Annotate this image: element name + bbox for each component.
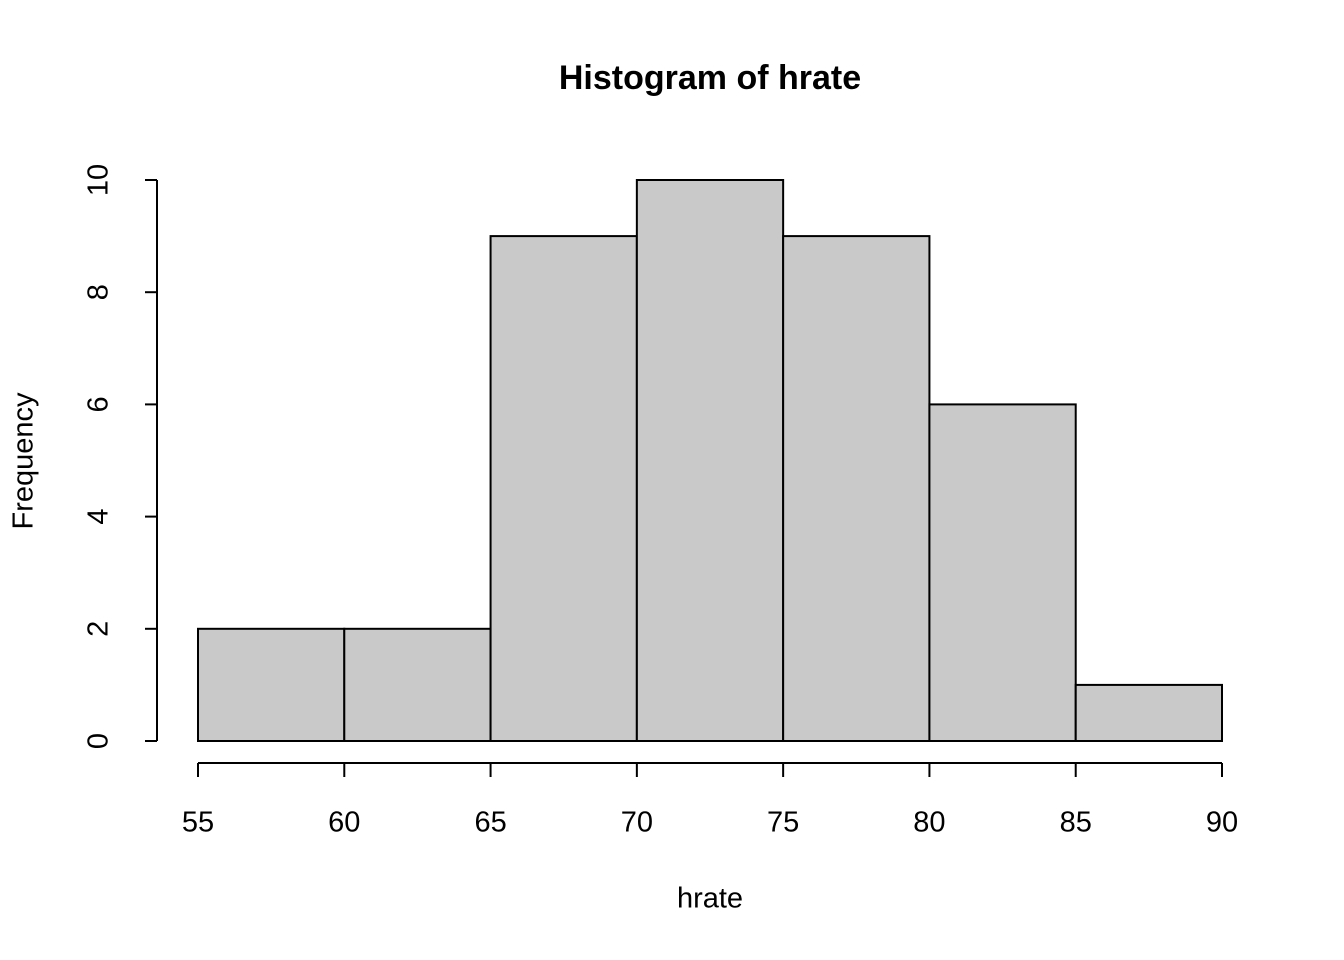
- x-tick-label: 90: [1206, 807, 1238, 839]
- x-tick-label: 70: [621, 807, 653, 839]
- bar: [782, 235, 931, 742]
- x-tick-label: 60: [328, 807, 360, 839]
- bar: [1074, 683, 1223, 743]
- bar: [635, 179, 785, 742]
- y-axis-label: Frequency: [8, 392, 40, 530]
- bar: [489, 235, 638, 742]
- y-tick-label: 6: [83, 396, 115, 412]
- x-axis-label: hrate: [677, 883, 743, 915]
- chart-title: Histogram of hrate: [559, 59, 861, 97]
- bar: [343, 627, 492, 742]
- x-tick-label: 80: [913, 807, 945, 839]
- y-tick-label: 4: [83, 509, 115, 525]
- x-tick-label: 55: [182, 807, 214, 839]
- y-tick-label: 8: [83, 284, 115, 300]
- y-tick-label: 10: [83, 164, 115, 196]
- y-tick-label: 0: [83, 733, 115, 749]
- x-tick-label: 75: [767, 807, 799, 839]
- x-tick-label: 65: [474, 807, 506, 839]
- bar: [197, 627, 346, 742]
- x-tick-label: 85: [1060, 807, 1092, 839]
- y-tick-label: 2: [83, 621, 115, 637]
- bar: [928, 403, 1077, 742]
